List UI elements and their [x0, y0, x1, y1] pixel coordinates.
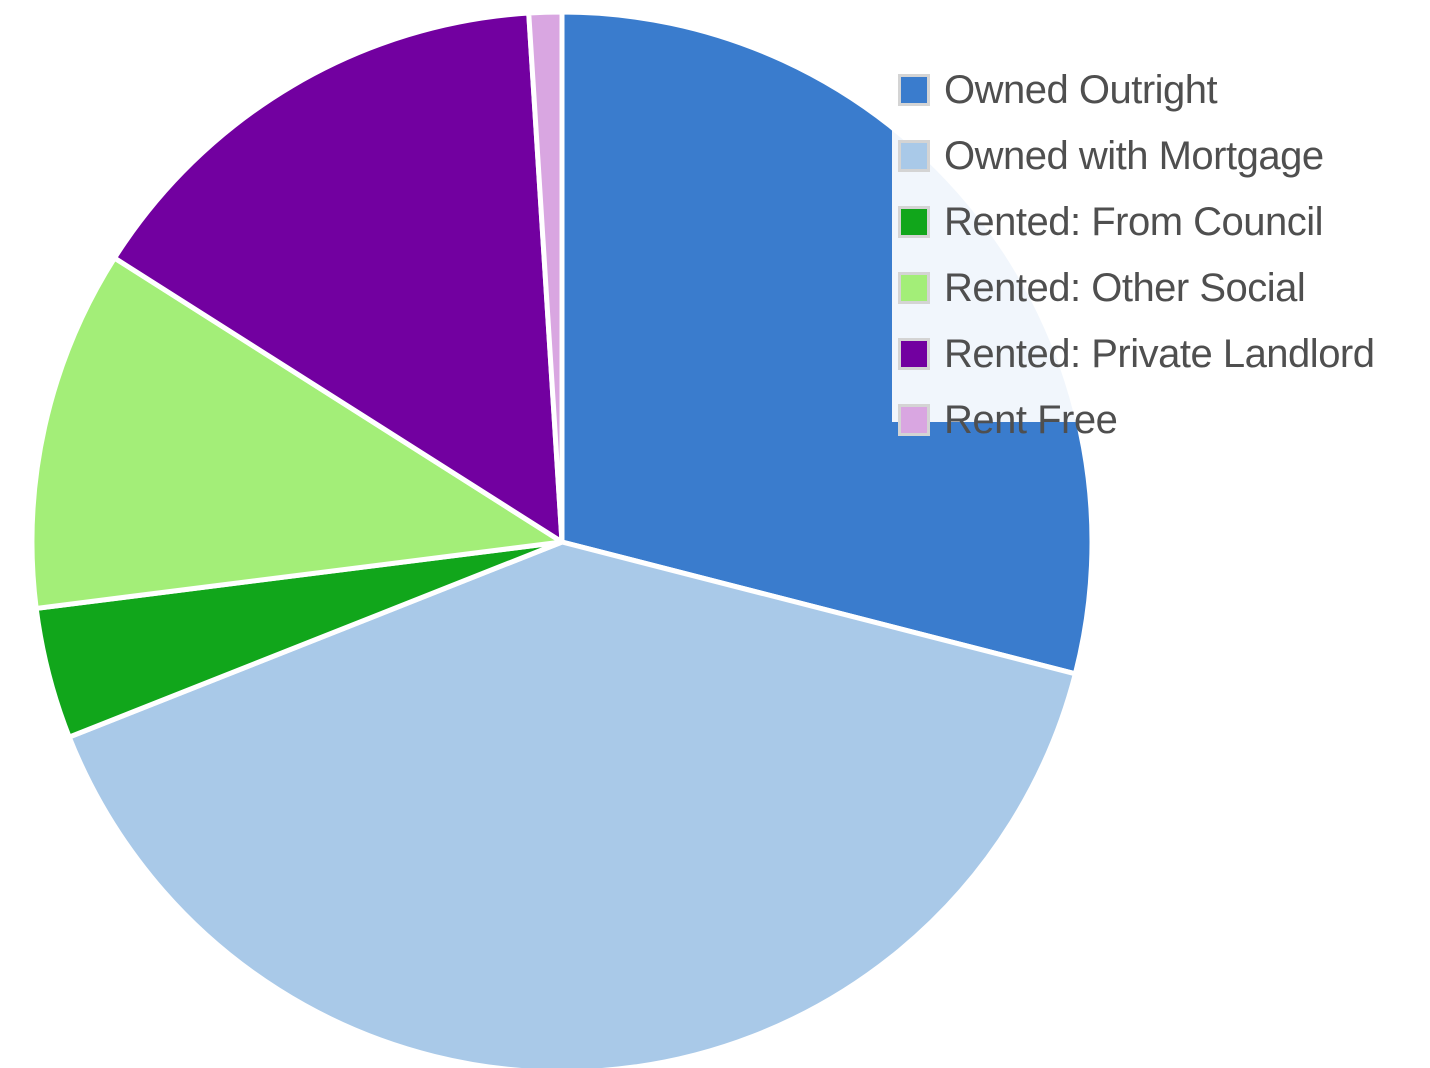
legend-item-rented-from-council: Rented: From Council — [898, 198, 1324, 246]
legend-swatch-rented-from-council — [898, 206, 930, 238]
pie-slice-owned-with-mortgage — [66, 539, 1078, 1068]
legend-item-rented-private-landlord: Rented: Private Landlord — [898, 330, 1375, 378]
pie-slice-rented-other-social — [29, 255, 565, 611]
legend-swatch-rented-private-landlord — [898, 338, 930, 370]
pie-slice-rent-free — [526, 9, 565, 545]
legend-label-rented-private-landlord: Rented: Private Landlord — [944, 332, 1375, 376]
legend: Owned Outright Owned with Mortgage Rente… — [892, 32, 1375, 440]
legend-item-owned-outright: Owned Outright — [898, 66, 1218, 114]
legend-swatch-owned-outright — [898, 74, 930, 106]
legend-label-rent-free: Rent Free — [944, 398, 1118, 442]
legend-label-owned-with-mortgage: Owned with Mortgage — [944, 134, 1324, 178]
legend-item-rented-other-social: Rented: Other Social — [898, 264, 1306, 312]
legend-label-owned-outright: Owned Outright — [944, 68, 1218, 112]
legend-swatch-owned-with-mortgage — [898, 140, 930, 172]
legend-swatch-rented-other-social — [898, 272, 930, 304]
pie-slices — [29, 9, 1095, 1068]
legend-label-rented-from-council: Rented: From Council — [944, 200, 1324, 244]
legend-label-rented-other-social: Rented: Other Social — [944, 266, 1306, 310]
legend-item-owned-with-mortgage: Owned with Mortgage — [898, 132, 1324, 180]
legend-item-rent-free: Rent Free — [898, 396, 1118, 444]
legend-swatch-rent-free — [898, 404, 930, 436]
pie-slice-rented-private-landlord — [112, 10, 565, 545]
